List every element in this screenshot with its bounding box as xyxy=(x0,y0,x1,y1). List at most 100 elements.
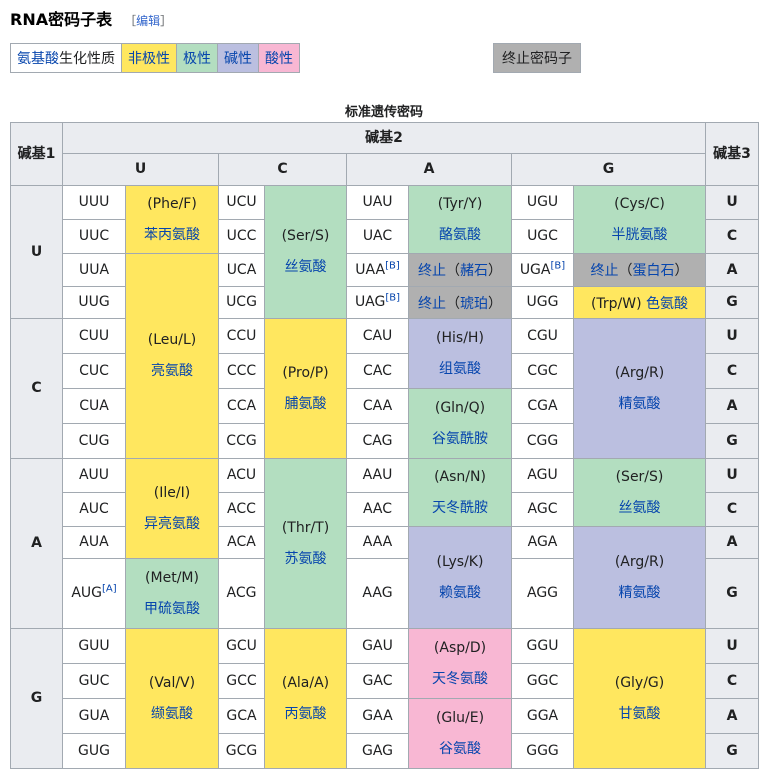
aa-link[interactable]: 色氨酸 xyxy=(646,295,689,312)
codon-cell: AGU xyxy=(511,458,574,493)
base1-A: A xyxy=(10,458,63,629)
paren-close: ） xyxy=(674,263,689,279)
codon-cell: CGG xyxy=(511,423,574,459)
base3-cell: U xyxy=(705,458,759,493)
stop-name-link[interactable]: 赭石 xyxy=(460,263,488,279)
aa-link[interactable]: 脯氨酸 xyxy=(284,395,327,412)
aa-code: (Ile/I) xyxy=(153,484,191,501)
aa-code: (Met/M) xyxy=(145,569,199,586)
aa-link[interactable]: 天冬氨酸 xyxy=(432,670,488,687)
aa-link[interactable]: 亮氨酸 xyxy=(151,363,193,379)
amino-acid-arg: (Arg/R) 精氨酸 xyxy=(573,318,706,459)
aa-code: (Lys/K) xyxy=(436,553,484,570)
footnote-link[interactable]: [A] xyxy=(102,583,117,595)
aa-link[interactable]: 丝氨酸 xyxy=(284,259,327,275)
aa-link[interactable]: 甲硫氨酸 xyxy=(144,600,200,617)
base3-cell: G xyxy=(705,286,759,319)
codon-cell-with-note: UAA[B] xyxy=(346,253,409,287)
aa-link[interactable]: 酪氨酸 xyxy=(439,226,481,243)
stop-link[interactable]: 终止 xyxy=(418,295,446,312)
codon-text: UGA xyxy=(519,261,551,278)
aa-code: (Arg/R) xyxy=(614,364,665,381)
amino-acid-ser: (Ser/S) 丝氨酸 xyxy=(264,185,347,319)
aa-code: (Asn/N) xyxy=(434,468,486,485)
codon-cell: AGC xyxy=(511,492,574,527)
aa-code: (Ala/A) xyxy=(281,674,330,691)
polar-link[interactable]: 极性 xyxy=(183,51,211,67)
codon-cell: CCU xyxy=(218,318,265,354)
stop-ochre: 终止（赭石） xyxy=(408,253,512,287)
footnote-ref[interactable]: [A] xyxy=(102,583,117,594)
base2-col-G: G xyxy=(511,153,706,186)
stop-name-link[interactable]: 琥珀 xyxy=(460,295,488,312)
basic-link[interactable]: 碱性 xyxy=(224,51,252,67)
paren-open: （ xyxy=(618,263,633,279)
aa-link[interactable]: 谷氨酸 xyxy=(439,740,481,757)
stop-link[interactable]: 终止 xyxy=(590,263,619,279)
footnote-link[interactable]: [B] xyxy=(550,259,566,271)
legend-table: 氨基酸生化性质 非极性 极性 碱性 酸性 xyxy=(10,43,300,73)
aa-link[interactable]: 谷氨酰胺 xyxy=(432,430,488,447)
codon-cell: CCC xyxy=(218,353,265,389)
codon-cell: GUA xyxy=(62,698,126,734)
footnote-link[interactable]: [B] xyxy=(385,292,401,304)
stop-name-link[interactable]: 蛋白石 xyxy=(632,263,675,279)
aa-link[interactable]: 缬氨酸 xyxy=(151,705,193,722)
aa-code: (His/H) xyxy=(436,329,484,346)
aa-link[interactable]: 精氨酸 xyxy=(618,395,661,412)
aa-link[interactable]: 苯丙氨酸 xyxy=(144,226,200,243)
aa-code: (Thr/T) xyxy=(281,519,330,536)
stop-link[interactable]: 终止 xyxy=(418,263,446,279)
codon-cell: GUG xyxy=(62,733,126,769)
codon-cell-with-note: AUG[A] xyxy=(62,558,126,629)
codon-cell: GAG xyxy=(346,733,409,769)
codon-cell: GGA xyxy=(511,698,574,734)
paren-open: （ xyxy=(446,263,460,279)
codon-cell: GGG xyxy=(511,733,574,769)
codon-cell: GAC xyxy=(346,663,409,699)
aa-link[interactable]: 组氨酸 xyxy=(439,360,481,377)
aa-link[interactable]: 丝氨酸 xyxy=(618,499,661,516)
amino-acid-leu: (Leu/L) 亮氨酸 xyxy=(125,253,219,459)
amino-acid-ser-2: (Ser/S) 丝氨酸 xyxy=(573,458,706,527)
footnote-ref[interactable]: [B] xyxy=(551,260,566,271)
codon-cell: GUU xyxy=(62,628,126,664)
codon-cell: AUA xyxy=(62,526,126,559)
amino-acid-cys: (Cys/C) 半胱氨酸 xyxy=(573,185,706,254)
aa-link[interactable]: 精氨酸 xyxy=(618,584,661,601)
base3-cell: C xyxy=(705,663,759,699)
edit-link[interactable]: 编辑 xyxy=(136,14,161,28)
base1-C: C xyxy=(10,318,63,459)
footnote-ref[interactable]: [B] xyxy=(385,292,400,303)
base2-col-A: A xyxy=(346,153,512,186)
base3-header: 碱基3 xyxy=(705,122,759,186)
amino-acid-thr: (Thr/T) 苏氨酸 xyxy=(264,458,347,629)
footnote-ref[interactable]: [B] xyxy=(385,260,400,271)
aa-code: (Gln/Q) xyxy=(434,399,486,416)
aa-link[interactable]: 丙氨酸 xyxy=(284,705,327,722)
footnote-link[interactable]: [B] xyxy=(385,259,400,271)
legend-acidic: 酸性 xyxy=(258,43,300,73)
base1-U: U xyxy=(10,185,63,319)
amino-acid-phe: (Phe/F) 苯丙氨酸 xyxy=(125,185,219,254)
amino-acid-link[interactable]: 氨基酸 xyxy=(17,51,59,67)
aa-link[interactable]: 异亮氨酸 xyxy=(144,515,200,532)
base3-cell: C xyxy=(705,219,759,254)
codon-table: 碱基1 碱基2 碱基3 U C A G U UUU (Phe/F) 苯丙氨酸 UC… xyxy=(10,122,759,769)
codon-cell-with-note: UAG[B] xyxy=(346,286,409,319)
aa-link[interactable]: 甘氨酸 xyxy=(618,705,661,722)
aa-link[interactable]: 半胱氨酸 xyxy=(611,226,668,243)
aa-link[interactable]: 赖氨酸 xyxy=(439,584,481,601)
aa-link[interactable]: 天冬酰胺 xyxy=(432,499,488,516)
nonpolar-link[interactable]: 非极性 xyxy=(128,51,170,67)
base3-cell: U xyxy=(705,628,759,664)
codon-cell: CUG xyxy=(62,423,126,459)
aa-link[interactable]: 苏氨酸 xyxy=(284,550,327,567)
codon-cell: CUU xyxy=(62,318,126,354)
edit-bracket-open: ［ xyxy=(124,14,137,28)
base3-cell: G xyxy=(705,733,759,769)
legend-nonpolar: 非极性 xyxy=(121,43,177,73)
page-header: RNA密码子表 ［编辑］ xyxy=(10,6,172,29)
acidic-link[interactable]: 酸性 xyxy=(265,51,293,67)
codon-cell: CAG xyxy=(346,423,409,459)
